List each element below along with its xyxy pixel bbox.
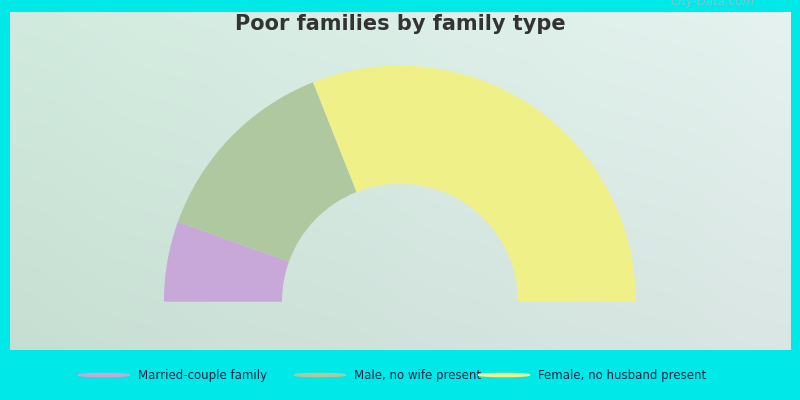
Circle shape [78, 374, 130, 377]
Text: Married-couple family: Married-couple family [138, 368, 266, 382]
Circle shape [478, 374, 530, 377]
Text: City-Data.com: City-Data.com [670, 0, 754, 8]
Text: Female, no husband present: Female, no husband present [538, 368, 706, 382]
Wedge shape [313, 66, 636, 302]
Circle shape [294, 374, 346, 377]
Wedge shape [164, 222, 289, 302]
Text: Male, no wife present: Male, no wife present [354, 368, 481, 382]
Text: Poor families by family type: Poor families by family type [234, 14, 566, 34]
Wedge shape [178, 82, 357, 262]
